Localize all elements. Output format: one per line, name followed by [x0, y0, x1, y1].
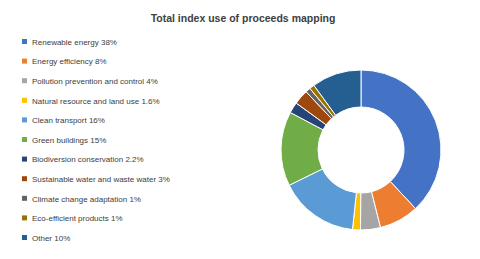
legend-swatch	[22, 117, 27, 122]
legend-label: Eco-efficient products 1%	[32, 214, 123, 223]
legend-swatch	[22, 98, 27, 103]
legend-swatch	[22, 215, 27, 220]
legend-swatch	[22, 176, 27, 181]
slice	[314, 70, 361, 115]
legend-label: Renewable energy 38%	[32, 38, 117, 47]
legend-label: Pollution prevention and control 4%	[32, 77, 158, 86]
legend-label: Energy efficiency 8%	[32, 57, 107, 66]
legend-label: Biodiversion conservation 2.2%	[32, 155, 144, 164]
slice	[360, 192, 380, 230]
legend-swatch	[22, 137, 27, 142]
legend-swatch	[22, 78, 27, 83]
legend: Renewable energy 38% Energy efficiency 8%…	[22, 38, 170, 243]
slice	[361, 70, 441, 209]
legend-label: Clean transport 16%	[32, 116, 105, 125]
chart: Total index use of proceeds mapping Renew…	[0, 0, 480, 259]
legend-label: Sustainable water and waste water 3%	[32, 175, 170, 184]
legend-swatch	[22, 39, 27, 44]
legend-swatch	[22, 59, 27, 64]
legend-label: Other 10%	[32, 234, 70, 243]
slices	[281, 70, 441, 230]
legend-label: Natural resource and land use 1.6%	[32, 97, 160, 106]
legend-swatch	[22, 196, 27, 201]
legend-swatch	[22, 235, 27, 240]
chart-title: Total index use of proceeds mapping	[151, 12, 336, 24]
legend-swatch	[22, 157, 27, 162]
legend-label: Green buildings 15%	[32, 136, 106, 145]
legend-label: Climate change adaptation 1%	[32, 195, 141, 204]
